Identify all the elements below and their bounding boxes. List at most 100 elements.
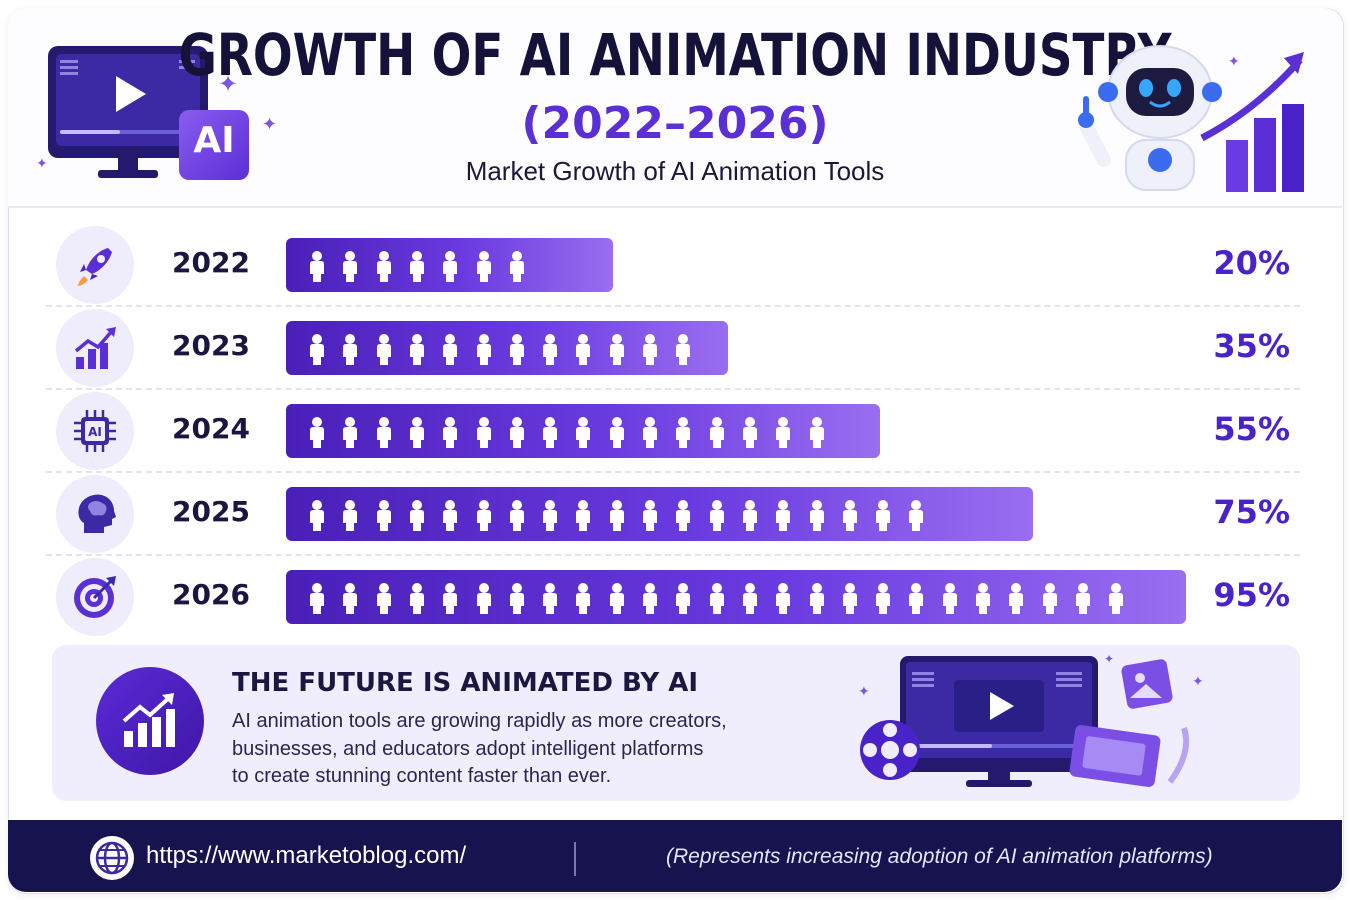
person-icon	[973, 582, 993, 614]
person-icon	[540, 582, 560, 614]
person-icon	[440, 333, 460, 365]
target-icon	[74, 576, 116, 618]
person-icon	[707, 416, 727, 448]
person-icon	[740, 416, 760, 448]
person-icon	[1106, 582, 1126, 614]
target-icon-badge	[56, 558, 134, 636]
person-icon	[440, 416, 460, 448]
person-icon	[773, 582, 793, 614]
person-icon	[374, 582, 394, 614]
ai-badge-text: AI	[193, 120, 235, 161]
person-icon	[640, 333, 660, 365]
person-icon	[374, 416, 394, 448]
person-icon	[507, 416, 527, 448]
person-icon	[1006, 582, 1026, 614]
person-icon	[340, 333, 360, 365]
person-icon	[707, 582, 727, 614]
person-icon	[307, 250, 327, 282]
person-icon	[440, 499, 460, 531]
growth-chart-icon	[74, 327, 116, 369]
future-body-line: to create stunning content faster than e…	[232, 765, 612, 787]
row-divider	[46, 471, 1300, 473]
person-icon	[307, 582, 327, 614]
person-icon	[940, 582, 960, 614]
person-icon	[340, 416, 360, 448]
person-icon	[540, 499, 560, 531]
person-icon	[873, 499, 893, 531]
row-percent: 20%	[1213, 244, 1290, 282]
row-divider	[46, 554, 1300, 556]
person-icon	[440, 250, 460, 282]
row-divider	[46, 305, 1300, 307]
person-icon	[640, 416, 660, 448]
person-icon	[607, 333, 627, 365]
animation-studio-illustration	[860, 656, 1190, 787]
person-icon	[540, 416, 560, 448]
person-icon	[707, 499, 727, 531]
row-year: 2025	[172, 495, 250, 528]
row-percent: 95%	[1213, 576, 1290, 614]
person-icon	[673, 333, 693, 365]
footer	[8, 820, 1342, 892]
person-icon	[573, 499, 593, 531]
person-icon	[873, 582, 893, 614]
person-icon	[840, 499, 860, 531]
tagline: Market Growth of AI Animation Tools	[465, 156, 885, 186]
person-icon	[740, 582, 760, 614]
growth-chart-icon-badge	[56, 309, 134, 387]
person-icon	[807, 416, 827, 448]
brain-head-icon-badge	[56, 475, 134, 553]
growth-badge	[96, 667, 204, 775]
person-icon	[1040, 582, 1060, 614]
row-year: 2022	[172, 246, 250, 279]
rocket-icon-badge	[56, 226, 134, 304]
row-percent: 35%	[1213, 327, 1290, 365]
person-icon	[407, 416, 427, 448]
person-icon	[507, 499, 527, 531]
ai-badge	[179, 110, 249, 180]
person-icon	[507, 250, 527, 282]
person-icon	[740, 499, 760, 531]
row-percent: 75%	[1213, 493, 1290, 531]
person-icon	[340, 582, 360, 614]
future-body-line: businesses, and educators adopt intellig…	[232, 737, 704, 760]
person-icon	[607, 582, 627, 614]
trend-chart-icon	[122, 693, 175, 747]
person-icon	[374, 499, 394, 531]
person-icon	[474, 416, 494, 448]
person-icon	[807, 582, 827, 614]
sparkle-icon: ✦	[1104, 652, 1115, 666]
row-year: 2023	[172, 329, 250, 362]
person-icon	[773, 499, 793, 531]
person-icon	[507, 582, 527, 614]
growth-bar	[286, 570, 1186, 624]
footer-divider	[574, 842, 576, 876]
person-icon	[307, 499, 327, 531]
video-monitor-illustration	[48, 46, 208, 178]
person-icon	[474, 333, 494, 365]
year-range-subtitle: (2022–2026)	[521, 98, 829, 149]
svg-text:AI: AI	[88, 425, 102, 439]
ai-chip-icon: AI	[74, 410, 116, 452]
person-icon	[607, 416, 627, 448]
person-icon	[906, 582, 926, 614]
brain-head-icon	[78, 494, 116, 533]
footer-url-link[interactable]: https://www.marketoblog.com/	[146, 842, 467, 869]
person-icon	[673, 416, 693, 448]
ai-chip-icon-badge: AI	[56, 392, 134, 470]
person-icon	[340, 250, 360, 282]
sparkle-icon: ✦	[262, 114, 278, 135]
person-icon	[340, 499, 360, 531]
person-icon	[540, 333, 560, 365]
person-icon	[573, 333, 593, 365]
person-icon	[840, 582, 860, 614]
sparkle-icon: ✦	[36, 156, 48, 172]
person-icon	[507, 333, 527, 365]
person-icon	[474, 250, 494, 282]
row-year: 2024	[172, 412, 250, 445]
person-icon	[673, 499, 693, 531]
robot-growth-illustration	[1078, 45, 1304, 192]
row-percent: 55%	[1213, 410, 1290, 448]
person-icon	[374, 333, 394, 365]
future-title: THE FUTURE IS ANIMATED BY AI	[232, 668, 699, 698]
